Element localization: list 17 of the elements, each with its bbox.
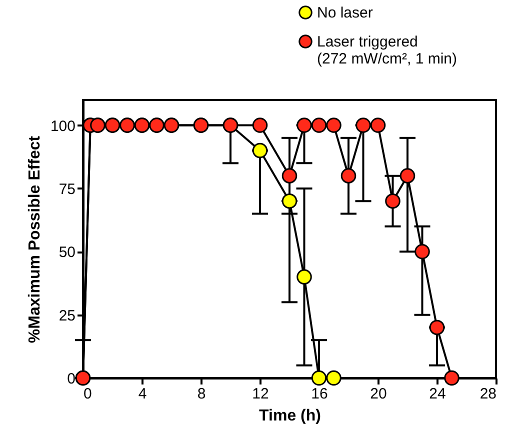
y-axis-title: %Maximum Possible Effect xyxy=(26,135,44,344)
legend-label: Laser triggered (272 mW/cm², 1 min) xyxy=(317,34,458,68)
x-tick-label: 8 xyxy=(197,386,206,402)
y-tick-label: 50 xyxy=(58,244,76,262)
x-tick-label: 24 xyxy=(429,386,446,402)
x-tick-label: 0 xyxy=(84,386,92,402)
x-axis-title: Time (h) xyxy=(259,408,321,424)
x-tick-label: 28 xyxy=(480,386,496,402)
x-tick-label: 16 xyxy=(311,386,328,402)
legend-label: No laser xyxy=(317,4,373,22)
x-tick-label: 12 xyxy=(252,386,269,402)
y-tick-label: 25 xyxy=(58,307,76,324)
x-tick-label: 4 xyxy=(138,386,147,402)
y-tick-label: 75 xyxy=(58,180,76,198)
y-tick-label: 100 xyxy=(50,118,76,135)
y-tick-label: 0 xyxy=(67,370,76,388)
x-tick-label: 20 xyxy=(370,386,387,402)
